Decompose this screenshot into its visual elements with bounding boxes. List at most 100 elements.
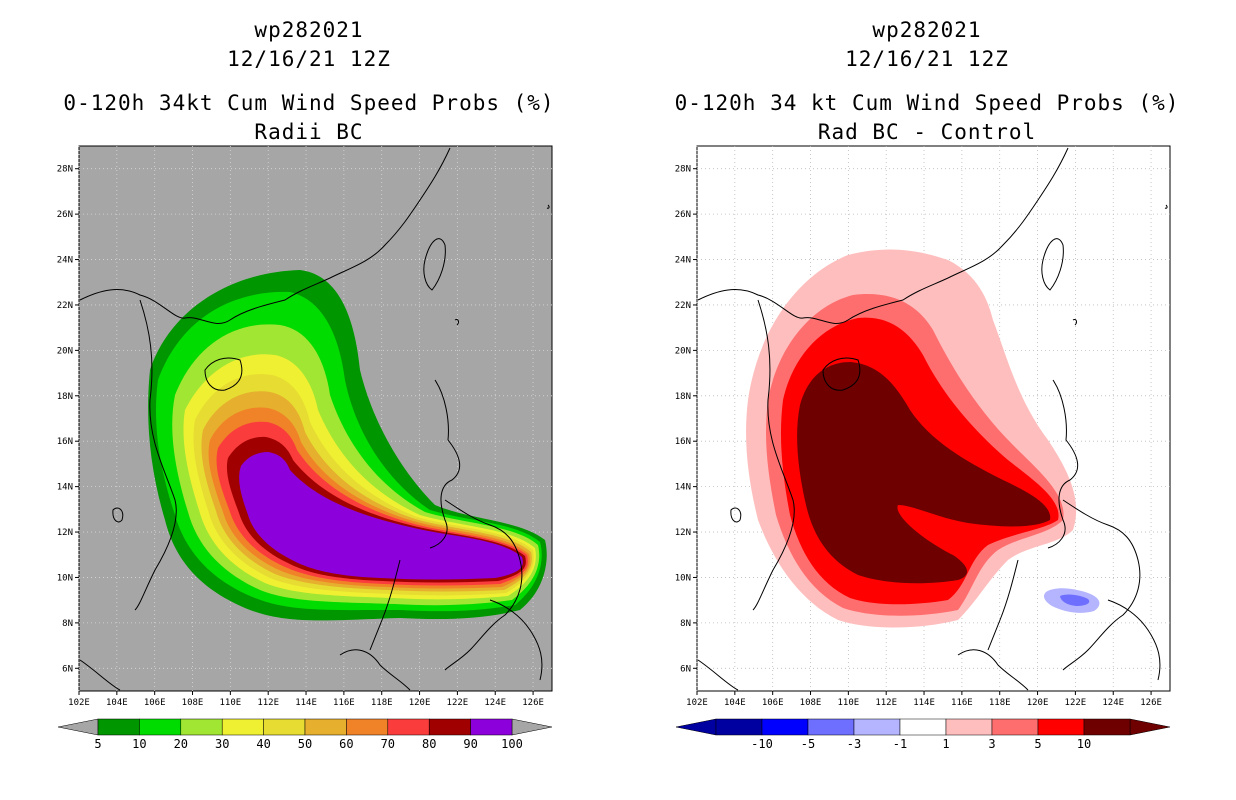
right-y-tick-labels: 6N 8N 10N 12N 14N 16N 18N 20N 22N 24N 26N 28N [675,165,697,674]
right-colorbar-swatch-1 [761,718,809,736]
right-xlabel-5: 112E [875,698,897,708]
right-ylabel-0: 6N [680,664,691,674]
right-ylabel-2: 10N [675,573,691,583]
right-title-subtitle: Rad BC - Control [817,120,1037,144]
right-ylabel-9: 24N [675,256,691,266]
right-colorbar-label-5: 3 [988,737,995,751]
left-xlabel-11: 124E [484,698,506,708]
left-xlabel-2: 106E [144,698,166,708]
left-chart: 102E 104E 106E 108E 110E 112E 114E 116E 118E 120E… [57,145,553,751]
left-xlabel-1: 104E [106,698,128,708]
left-y-tick-labels: 6N 8N 10N 12N 14N 16N 18N 20N 22N 24N 26N 28N [57,165,79,674]
right-colorbar-swatch-8 [1083,718,1131,736]
left-colorbar-label-1: 10 [132,737,146,751]
left-coastlines [79,147,550,691]
prob-90 [239,452,523,580]
left-ylabel-6: 18N [57,392,73,402]
right-colorbar-low-triangle [675,718,717,736]
left-ylabel-0: 6N [62,664,73,674]
right-colorbar-swatch-2 [807,718,855,736]
left-ylabel-8: 22N [57,301,73,311]
right-colorbar-label-7: 10 [1077,737,1091,751]
right-colorbar-label-3: -1 [893,737,907,751]
left-xlabel-3: 108E [182,698,204,708]
right-ylabel-6: 18N [675,392,691,402]
right-xlabel-9: 120E [1027,698,1049,708]
right-colorbar-label-0: -10 [751,737,773,751]
left-colorbar-swatch-3 [221,718,264,736]
left-xlabel-10: 122E [447,698,469,708]
right-title-product: 0-120h 34 kt Cum Wind Speed Probs (%) [674,91,1180,115]
left-title-subtitle: Radii BC [254,120,364,144]
left-colorbar-swatch-9 [470,718,513,736]
right-ylabel-10: 26N [675,210,691,220]
left-colorbar-label-9: 90 [463,737,477,751]
right-xlabel-3: 108E [800,698,822,708]
diff-10 [797,362,1051,584]
left-colorbar-swatch-7 [387,718,430,736]
left-x-tick-labels: 102E 104E 106E 108E 110E 112E 114E 116E 118E 120E… [68,691,544,708]
right-colorbar-label-1: -5 [801,737,815,751]
left-title-date: 12/16/21 12Z [227,47,391,71]
right-ylabel-1: 8N [680,619,691,629]
left-colorbar-high-triangle [511,718,553,736]
right-ylabel-11: 28N [675,165,691,175]
left-colorbar-label-0: 5 [94,737,101,751]
right-ylabel-7: 20N [675,346,691,356]
left-xlabel-12: 126E [522,698,544,708]
right-chart: 102E 104E 106E 108E 110E 112E 114E 116E 118E 120E… [675,145,1171,751]
left-colorbar-label-2: 20 [174,737,188,751]
left-colorbar-label-3: 30 [215,737,229,751]
right-xlabel-12: 126E [1140,698,1162,708]
left-xlabel-0: 102E [68,698,90,708]
left-panel: wp282021 12/16/21 12Z 0-120h 34kt Cum Wi… [57,18,555,751]
right-coastlines [697,147,1168,691]
left-ylabel-7: 20N [57,346,73,356]
left-ylabel-9: 24N [57,256,73,266]
right-xlabel-7: 116E [951,698,973,708]
right-panel: wp282021 12/16/21 12Z 0-120h 34 kt Cum W… [618,0,1236,800]
left-ylabel-11: 28N [57,165,73,175]
diff-neg-3 [1060,594,1090,606]
left-xlabel-5: 112E [257,698,279,708]
left-colorbar-swatch-8 [428,718,471,736]
right-xlabel-8: 118E [989,698,1011,708]
right-xlabel-4: 110E [838,698,860,708]
right-xlabel-10: 122E [1065,698,1087,708]
left-colorbar-label-4: 40 [256,737,270,751]
right-xlabel-6: 114E [913,698,935,708]
left-colorbar-label-5: 50 [298,737,312,751]
left-ylabel-4: 14N [57,483,73,493]
left-xlabel-6: 114E [295,698,317,708]
left-colorbar-swatch-4 [263,718,306,736]
left-ylabel-3: 12N [57,528,73,538]
left-colorbar-label-7: 70 [381,737,395,751]
left-colorbar-low-triangle [57,718,99,736]
right-colorbar-label-4: 1 [942,737,949,751]
left-xlabel-7: 116E [333,698,355,708]
left-colorbar-label-6: 60 [339,737,353,751]
left-ylabel-10: 26N [57,210,73,220]
right-xlabel-1: 104E [724,698,746,708]
left-title-product: 0-120h 34kt Cum Wind Speed Probs (%) [63,91,555,115]
right-colorbar-label-2: -3 [847,737,861,751]
left-ylabel-2: 10N [57,573,73,583]
right-title-storm: wp282021 [872,18,982,42]
left-xlabel-8: 118E [371,698,393,708]
left-colorbar-swatch-6 [346,718,389,736]
left-colorbar-swatch-5 [304,718,347,736]
right-ylabel-4: 14N [675,483,691,493]
right-colorbar-swatch-5 [945,718,993,736]
right-colorbar-swatch-3 [853,718,901,736]
right-ylabel-5: 16N [675,437,691,447]
left-xlabel-9: 120E [409,698,431,708]
right-colorbar-swatch-4 [899,718,947,736]
left-ylabel-5: 16N [57,437,73,447]
left-xlabel-4: 110E [220,698,242,708]
right-colorbar-swatch-0 [715,718,763,736]
left-title-storm: wp282021 [254,18,364,42]
right-colorbar-swatch-6 [991,718,1039,736]
right-colorbar: -10 -5 -3 -1 1 3 5 10 [675,718,1171,751]
right-xlabel-2: 106E [762,698,784,708]
right-x-tick-labels: 102E 104E 106E 108E 110E 112E 114E 116E 118E 120E… [686,691,1162,708]
